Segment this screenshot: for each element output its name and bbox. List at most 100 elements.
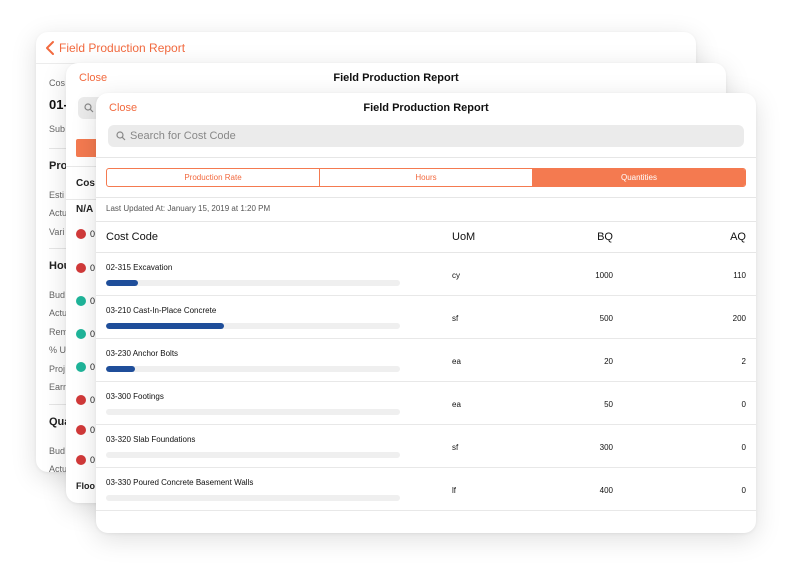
fragment-percent-used: % U — [49, 345, 67, 355]
uom-cell: ea — [452, 400, 461, 409]
segmented-control: Production Rate Hours Quantities — [106, 168, 746, 187]
list-item[interactable]: 0 — [76, 425, 95, 435]
status-dot-red — [76, 455, 86, 465]
progress-bar — [106, 280, 400, 286]
fragment-actual-qty: Actu — [49, 464, 68, 472]
status-dot-red — [76, 425, 86, 435]
front-report-card: Field Production Report Close Production… — [96, 93, 756, 533]
list-item[interactable]: 0 — [76, 329, 95, 339]
bq-cell: 400 — [599, 486, 613, 495]
divider — [96, 197, 756, 198]
fragment-projected: Proj — [49, 364, 66, 374]
middle-card-title: Field Production Report — [333, 72, 459, 84]
back-button-label: Field Production Report — [59, 40, 186, 55]
cost-code-name: 03-210 Cast-In-Place Concrete — [106, 306, 217, 315]
page-title: Field Production Report — [363, 102, 489, 114]
divider — [96, 252, 756, 253]
divider — [66, 199, 106, 200]
row-divider — [96, 467, 756, 468]
cost-code-name: 03-320 Slab Foundations — [106, 435, 196, 444]
status-dot-green — [76, 329, 86, 339]
fragment-actual: Actu — [49, 208, 68, 218]
table-row[interactable]: 03-320 Slab Foundations sf 300 0 — [96, 425, 756, 468]
tab-production-rate[interactable]: Production Rate — [107, 169, 320, 186]
search-icon — [84, 103, 94, 113]
bq-cell: 500 — [599, 314, 613, 323]
progress-bar-fill — [106, 323, 224, 329]
list-item[interactable]: 0 — [76, 296, 95, 306]
chevron-left-icon — [46, 40, 54, 55]
progress-bar-fill — [106, 280, 139, 286]
status-dot-red — [76, 229, 86, 239]
fragment-remaining: Rem — [49, 327, 69, 337]
row-divider — [96, 338, 756, 339]
status-dot-green — [76, 362, 86, 372]
row-divider — [96, 295, 756, 296]
fragment-sub: Sub — [49, 124, 66, 134]
uom-cell: lf — [452, 486, 456, 495]
fragment-na: N/A — [76, 204, 94, 215]
fragment-cost-code: 01- — [49, 97, 68, 112]
fragment-cost-label: Cos — [49, 78, 66, 88]
list-item-label: 0 — [90, 329, 96, 339]
progress-bar-fill — [106, 366, 136, 372]
fragment-budget-qty: Bud — [49, 446, 66, 456]
table-row[interactable]: 03-300 Footings ea 50 0 — [96, 382, 756, 425]
list-item-label: 0 — [90, 263, 96, 273]
list-item[interactable]: 0 — [76, 263, 95, 273]
list-item-label: 0 — [90, 362, 96, 372]
cost-code-name: 03-300 Footings — [106, 392, 164, 401]
aq-cell: 200 — [732, 314, 746, 323]
bq-cell: 50 — [604, 400, 613, 409]
fragment-budget: Bud — [49, 290, 66, 300]
column-header-uom: UoM — [452, 231, 476, 243]
fragment-quantities-heading: Qua — [49, 416, 71, 428]
row-divider — [96, 381, 756, 382]
aq-cell: 110 — [733, 271, 746, 280]
table-row[interactable]: 03-210 Cast-In-Place Concrete sf 500 200 — [96, 296, 756, 339]
progress-bar — [106, 409, 400, 415]
list-item[interactable]: 0 — [76, 395, 95, 405]
uom-cell: cy — [452, 271, 460, 280]
close-button[interactable]: Close — [79, 72, 108, 84]
bq-cell: 300 — [599, 443, 613, 452]
table-row[interactable]: 03-230 Anchor Bolts ea 20 2 — [96, 339, 756, 382]
fragment-production-heading: Pro — [49, 160, 68, 172]
front-card-header: Field Production Report Close — [96, 93, 756, 123]
list-item-label: 0 — [90, 395, 96, 405]
uom-cell: sf — [452, 443, 459, 452]
close-button[interactable]: Close — [109, 102, 138, 114]
back-card-header: Field Production Report — [36, 32, 696, 64]
tab-hours[interactable]: Hours — [320, 169, 533, 186]
progress-bar — [106, 452, 400, 458]
middle-card-header: Field Production Report Close — [66, 63, 726, 95]
aq-cell: 0 — [741, 400, 746, 409]
divider — [96, 157, 756, 158]
table-row[interactable]: 03-330 Poured Concrete Basement Walls lf 4… — [96, 468, 756, 511]
fragment-cost-code-header: Cos — [76, 178, 95, 189]
fragment-actual-hours: Actu — [49, 308, 68, 318]
list-item-label: 0 — [90, 455, 96, 465]
status-dot-red — [76, 395, 86, 405]
fragment-earned: Earn — [49, 382, 69, 392]
progress-bar — [106, 366, 400, 372]
table-row[interactable]: 02-315 Excavation cy 1000 110 — [96, 253, 756, 296]
list-item-label: 0 — [90, 425, 96, 435]
row-divider — [96, 424, 756, 425]
list-item[interactable]: 0 — [76, 229, 95, 239]
list-item-label: 0 — [90, 229, 96, 239]
tab-quantities[interactable]: Quantities — [533, 169, 745, 186]
search-input[interactable] — [130, 130, 710, 142]
aq-cell: 0 — [741, 486, 746, 495]
fragment-variance: Vari — [49, 227, 65, 237]
bq-cell: 20 — [604, 357, 613, 366]
status-dot-green — [76, 296, 86, 306]
progress-bar — [106, 323, 400, 329]
list-item[interactable]: 0 — [76, 362, 95, 372]
column-header-aq: AQ — [730, 231, 746, 243]
divider — [66, 166, 106, 167]
back-button[interactable]: Field Production Report — [44, 40, 185, 56]
aq-cell: 0 — [741, 443, 746, 452]
list-item[interactable]: 0 — [76, 455, 95, 465]
search-bar[interactable] — [108, 125, 744, 147]
